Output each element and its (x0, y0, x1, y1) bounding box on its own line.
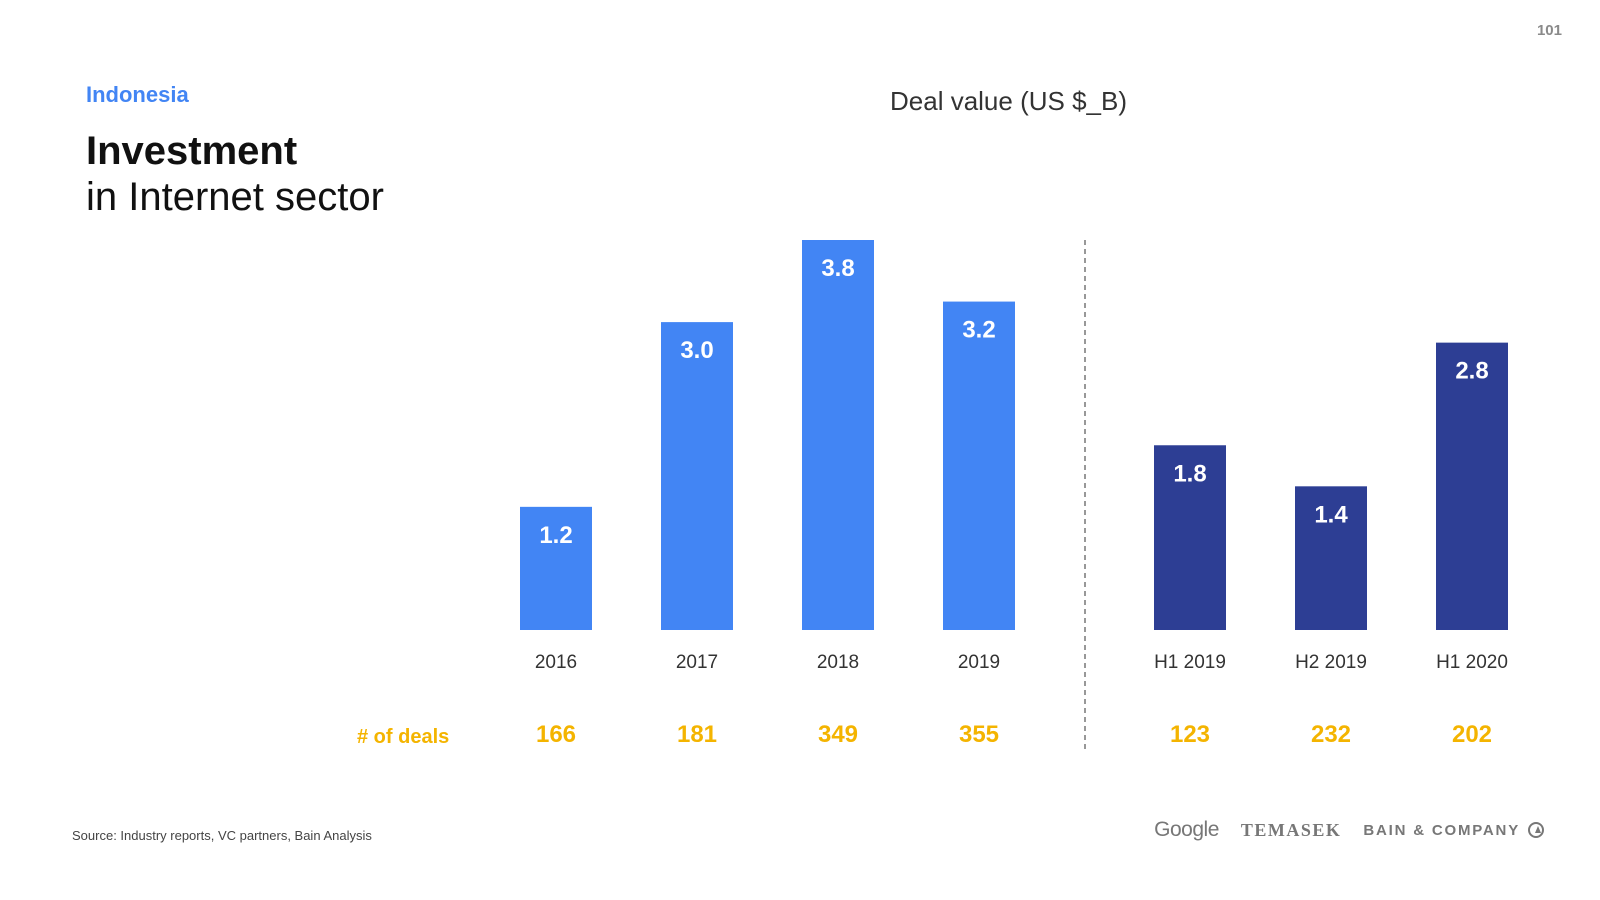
bain-logo: BAIN & COMPANY (1363, 822, 1544, 839)
bar (520, 506, 592, 630)
partner-logos: Google TEMASEK BAIN & COMPANY (1154, 818, 1544, 842)
category-label: 2018 (817, 652, 859, 673)
deal-count-label: 355 (959, 721, 999, 748)
bar (1295, 486, 1367, 630)
region-label: Indonesia (86, 82, 189, 107)
bar-value-label: 2.8 (1455, 358, 1488, 385)
bar-value-label: 3.8 (821, 255, 854, 282)
deal-count-label: 166 (536, 721, 576, 748)
category-label: H1 2020 (1436, 652, 1508, 673)
category-label: H1 2019 (1154, 652, 1226, 673)
bar-value-label: 3.2 (962, 317, 995, 344)
category-label: 2017 (676, 652, 718, 673)
category-label: 2016 (535, 652, 577, 673)
bain-compass-icon (1528, 822, 1544, 838)
bain-logo-text: BAIN & COMPANY (1363, 821, 1520, 839)
deal-count-label: 123 (1170, 721, 1210, 748)
bar (1436, 342, 1508, 630)
category-label: H2 2019 (1295, 652, 1367, 673)
category-label: 2019 (958, 652, 1000, 673)
bar-value-label: 1.2 (539, 522, 572, 549)
bar (661, 322, 733, 630)
bar-value-label: 1.4 (1314, 501, 1348, 528)
temasek-logo: TEMASEK (1240, 819, 1342, 840)
deal-count-label: 181 (677, 721, 717, 748)
bar (802, 240, 874, 630)
bar-value-label: 3.0 (680, 337, 713, 364)
page-subtitle: in Internet sector (86, 175, 384, 219)
bar-value-label: 1.8 (1173, 460, 1206, 487)
deals-heading: # of deals (357, 726, 450, 748)
source-note: Source: Industry reports, VC partners, B… (72, 828, 372, 843)
deal-count-label: 232 (1311, 721, 1351, 748)
page-title: Investment (86, 129, 298, 173)
bar (943, 301, 1015, 630)
deal-count-label: 349 (818, 721, 858, 748)
deal-count-label: 202 (1452, 721, 1492, 748)
chart-title: Deal value (US $_B) (890, 86, 1127, 116)
google-logo: Google (1154, 818, 1219, 841)
page-number: 101 (1536, 22, 1562, 39)
bar (1154, 445, 1226, 630)
